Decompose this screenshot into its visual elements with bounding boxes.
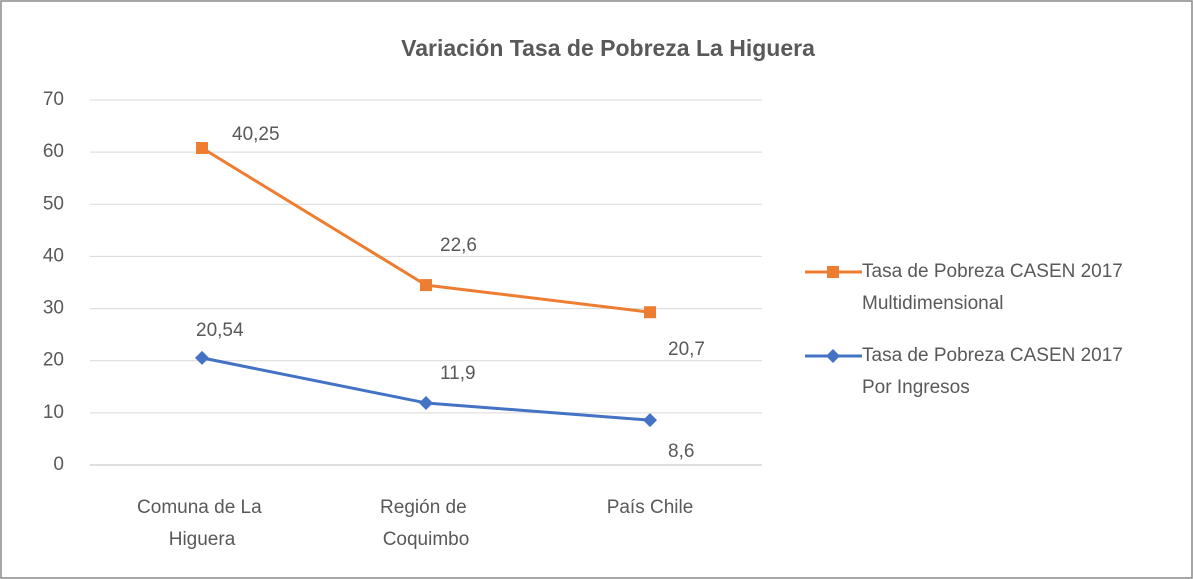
y-tick-label: 10 <box>43 402 64 423</box>
legend-marker <box>827 266 839 278</box>
legend-marker <box>826 349 840 363</box>
y-tick-label: 60 <box>43 141 64 162</box>
y-tick-label: 70 <box>43 89 64 110</box>
legend-label: Tasa de Pobreza CASEN 2017 Multidimensio… <box>862 261 1128 314</box>
y-tick-label: 30 <box>43 298 64 319</box>
x-tick-label: País Chile <box>607 497 694 518</box>
marker <box>196 142 208 155</box>
marker <box>419 395 433 410</box>
marker <box>643 413 657 428</box>
y-tick-label: 50 <box>43 193 64 214</box>
x-tick-label: Comuna de La Higuera <box>137 497 267 550</box>
data-label: 40,25 <box>232 124 280 145</box>
data-label: 8,6 <box>668 441 694 462</box>
marker <box>195 350 209 365</box>
y-tick-label: 0 <box>53 454 64 475</box>
chart-title: Variación Tasa de Pobreza La Higuera <box>401 35 815 61</box>
data-label: 20,7 <box>668 339 705 360</box>
legend-label: Tasa de Pobreza CASEN 2017 Por Ingresos <box>862 345 1128 398</box>
data-label: 22,6 <box>440 235 477 256</box>
y-tick-label: 20 <box>43 350 64 371</box>
data-label: 20,54 <box>196 320 244 341</box>
marker <box>420 279 432 292</box>
x-tick-label: Región de Coquimbo <box>380 497 472 550</box>
data-label: 11,9 <box>440 363 476 384</box>
marker <box>644 306 656 319</box>
y-tick-label: 40 <box>43 245 64 266</box>
